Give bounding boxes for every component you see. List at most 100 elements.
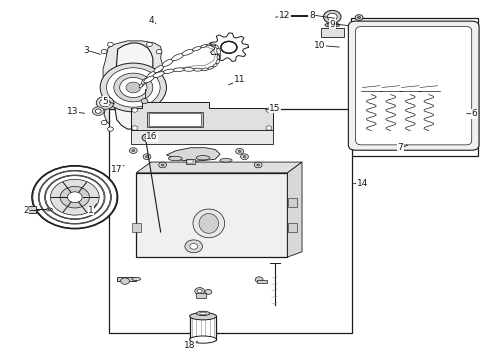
Ellipse shape <box>139 84 142 88</box>
Ellipse shape <box>212 63 217 67</box>
Text: 3: 3 <box>83 46 89 55</box>
Ellipse shape <box>193 68 202 71</box>
Bar <box>287 223 296 232</box>
Ellipse shape <box>199 213 218 233</box>
Ellipse shape <box>193 209 224 238</box>
Circle shape <box>354 15 362 21</box>
Ellipse shape <box>196 156 209 160</box>
Circle shape <box>129 148 137 153</box>
Circle shape <box>45 176 104 219</box>
Bar <box>350 18 477 156</box>
Circle shape <box>145 136 149 139</box>
Text: 18: 18 <box>184 341 195 350</box>
Circle shape <box>156 49 162 54</box>
Ellipse shape <box>152 72 164 78</box>
Circle shape <box>254 162 262 168</box>
Circle shape <box>142 134 152 141</box>
Ellipse shape <box>200 45 206 48</box>
Circle shape <box>132 149 135 152</box>
Circle shape <box>50 179 99 215</box>
Circle shape <box>95 109 101 113</box>
Ellipse shape <box>199 312 206 315</box>
Circle shape <box>161 164 163 166</box>
Circle shape <box>357 17 360 19</box>
Circle shape <box>101 49 107 54</box>
Circle shape <box>60 186 89 208</box>
Bar <box>185 159 194 164</box>
Circle shape <box>256 164 259 166</box>
Circle shape <box>145 156 148 158</box>
Circle shape <box>158 162 166 168</box>
Circle shape <box>107 127 113 131</box>
Polygon shape <box>287 162 302 257</box>
Ellipse shape <box>168 156 182 161</box>
Ellipse shape <box>132 277 141 280</box>
Circle shape <box>146 127 152 131</box>
Text: 17: 17 <box>111 165 122 174</box>
Ellipse shape <box>327 24 336 26</box>
Ellipse shape <box>48 209 51 210</box>
Circle shape <box>100 63 166 112</box>
Text: 7: 7 <box>397 143 403 152</box>
Bar <box>27 206 36 213</box>
Circle shape <box>32 166 118 229</box>
Polygon shape <box>131 130 272 144</box>
Text: 1: 1 <box>88 206 94 215</box>
Text: 5: 5 <box>102 96 108 105</box>
Ellipse shape <box>189 313 216 320</box>
Circle shape <box>194 288 204 295</box>
Circle shape <box>240 154 248 159</box>
Circle shape <box>143 154 151 159</box>
Text: 6: 6 <box>471 109 477 118</box>
Circle shape <box>107 42 113 46</box>
Ellipse shape <box>141 78 148 84</box>
Circle shape <box>156 121 162 125</box>
Text: 2: 2 <box>23 206 29 215</box>
Circle shape <box>114 73 153 102</box>
Circle shape <box>265 108 271 112</box>
FancyBboxPatch shape <box>355 27 471 145</box>
Circle shape <box>38 170 111 224</box>
Circle shape <box>238 150 241 152</box>
Ellipse shape <box>154 65 163 73</box>
Bar <box>147 112 203 127</box>
Ellipse shape <box>143 76 154 83</box>
Ellipse shape <box>163 69 174 74</box>
Circle shape <box>197 289 202 293</box>
Ellipse shape <box>216 59 219 64</box>
Circle shape <box>146 42 152 46</box>
Ellipse shape <box>196 311 209 316</box>
Ellipse shape <box>207 66 213 69</box>
Circle shape <box>132 108 138 112</box>
Circle shape <box>132 126 138 130</box>
Bar <box>320 28 343 37</box>
Circle shape <box>120 77 147 98</box>
Text: 14: 14 <box>356 179 367 188</box>
Circle shape <box>204 289 211 294</box>
Text: 13: 13 <box>67 107 79 116</box>
Text: 8: 8 <box>308 10 314 19</box>
Ellipse shape <box>146 71 155 79</box>
Polygon shape <box>103 41 162 131</box>
Circle shape <box>44 175 105 220</box>
Circle shape <box>221 41 237 53</box>
Polygon shape <box>136 173 287 257</box>
Ellipse shape <box>182 49 193 55</box>
Ellipse shape <box>206 44 212 46</box>
Circle shape <box>327 13 336 21</box>
Ellipse shape <box>162 59 173 67</box>
Circle shape <box>33 166 117 228</box>
Ellipse shape <box>183 68 194 71</box>
Ellipse shape <box>201 68 208 71</box>
Bar <box>117 277 136 281</box>
Text: 16: 16 <box>146 132 157 141</box>
Bar <box>149 113 200 126</box>
Ellipse shape <box>46 208 52 211</box>
Ellipse shape <box>192 46 201 51</box>
Circle shape <box>100 99 110 107</box>
Ellipse shape <box>216 48 220 54</box>
Ellipse shape <box>171 54 183 61</box>
Ellipse shape <box>215 45 218 49</box>
Circle shape <box>126 82 141 93</box>
Bar <box>195 293 206 298</box>
